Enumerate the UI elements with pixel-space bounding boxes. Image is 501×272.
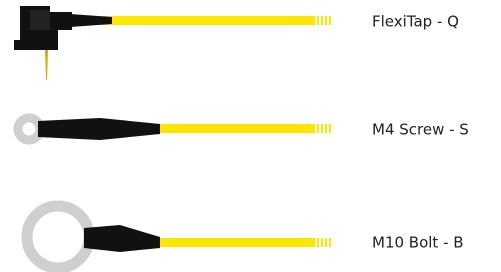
product-list: FlexiTap - Q M4 Screw - S M10 Bolt - B [0, 0, 501, 272]
item-label: M10 Bolt - B [372, 234, 464, 252]
flexitap-illustration [14, 6, 331, 80]
m4-screw-illustration [18, 118, 331, 140]
page: FlexiTap - Q M4 Screw - S M10 Bolt - B (… [0, 0, 501, 272]
m10-bolt-illustration [27, 206, 331, 268]
item-label: FlexiTap - Q [372, 13, 459, 31]
item-label: M4 Screw - S [372, 121, 469, 139]
